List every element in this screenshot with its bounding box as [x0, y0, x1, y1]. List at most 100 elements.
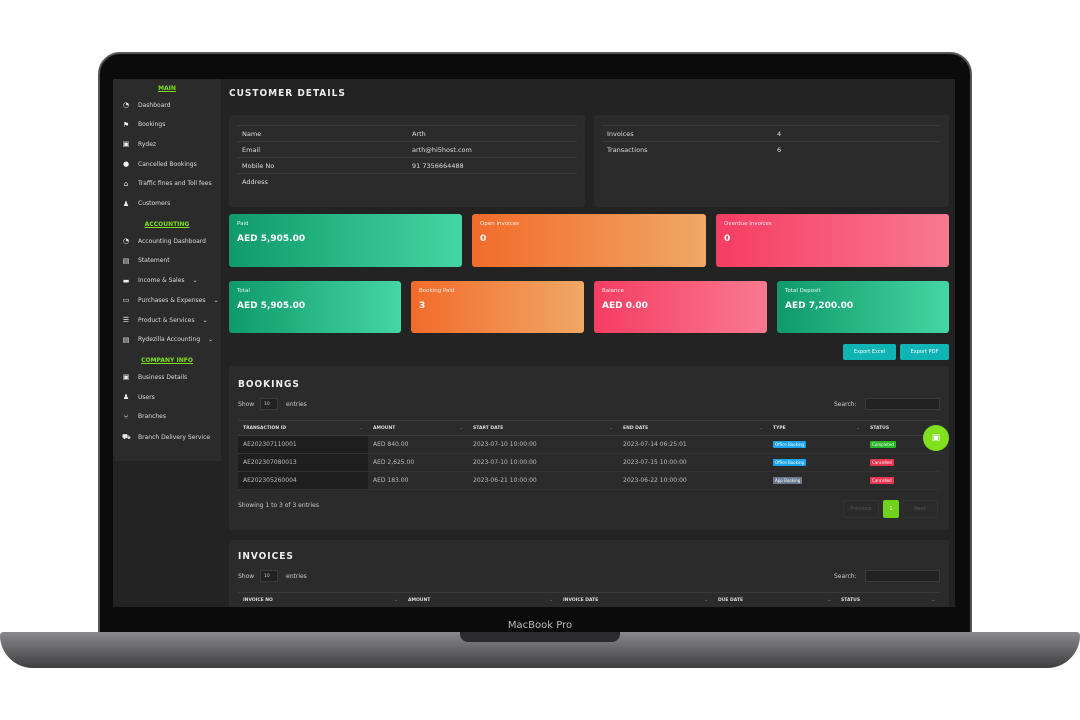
table-row[interactable]: AE202305260004 AED 183.00 2023-06-21 10:00… [238, 471, 940, 490]
info-row: Email arth@hi5host.com [237, 141, 577, 157]
stat-card-paid: Paid AED 5,905.00 [229, 214, 462, 267]
sidebar-item-rydez[interactable]: ▣ Rydez [122, 140, 156, 148]
bookings-search-input[interactable] [865, 398, 940, 410]
cell-amount: AED 840.00 [368, 435, 468, 454]
table-row[interactable]: AE202307110001 AED 840.00 2023-07-10 10:00… [238, 435, 940, 454]
stat-value: 0 [724, 234, 731, 244]
column-label: INVOICE NO [243, 597, 273, 603]
type-badge: Office Booking [773, 459, 807, 466]
info-label: Mobile No [242, 161, 275, 170]
entries-select[interactable]: 10 [260, 398, 278, 410]
column-header[interactable]: AMOUNT ⌄ [368, 420, 468, 436]
search-label: Search: [834, 573, 857, 580]
sidebar-item-bookings[interactable]: ⚑ Bookings [122, 121, 165, 129]
card-icon: ▬ [122, 276, 130, 285]
dashboard-icon: ◔ [122, 237, 130, 246]
column-header[interactable]: TYPE ⌄ [768, 420, 865, 436]
sort-icon: ⌄ [549, 597, 553, 603]
sort-icon: ⌄ [394, 597, 398, 603]
invoices-search-input[interactable] [865, 570, 940, 582]
column-label: STATUS [870, 425, 890, 431]
stat-label: Total [237, 288, 250, 294]
stat-value: AED 5,905.00 [237, 301, 306, 311]
sidebar-item-label: Statement [138, 257, 170, 265]
user-icon: ♟ [122, 199, 130, 208]
stat-value: 0 [480, 234, 487, 244]
info-label: Invoices [607, 129, 634, 138]
chat-icon[interactable]: ▣ [923, 425, 949, 451]
sidebar-item-users[interactable]: ♟ Users [122, 393, 155, 401]
sidebar-item-accounting-dashboard[interactable]: ◔ Accounting Dashboard [122, 237, 206, 245]
sidebar-item-business-details[interactable]: ▣ Business Details [122, 373, 187, 381]
stat-card-total: Total AED 5,905.00 [229, 281, 401, 333]
column-label: TYPE [773, 425, 786, 431]
sidebar-item-label: Business Details [138, 373, 188, 381]
bookings-title: BOOKINGS [238, 379, 300, 390]
entries-select[interactable]: 10 [260, 570, 278, 582]
sidebar-item-label: Accounting Dashboard [138, 237, 206, 245]
sidebar-item-branches[interactable]: ⑂ Branches [122, 413, 166, 421]
bookings-table: TRANSACTION ID ⌄ AMOUNT ⌄ START DATE ⌄ END DAT… [238, 420, 940, 490]
table-row[interactable]: AE202307080013 AED 2,625.00 2023-07-10 10:… [238, 453, 940, 472]
column-header[interactable]: DUE DATE ⌄ [713, 592, 836, 607]
column-header[interactable]: END DATE ⌄ [618, 420, 768, 436]
sidebar-item-purchases-expenses[interactable]: ▭ Purchases & Expenses ⌄ [122, 296, 219, 305]
sidebar-item-statement[interactable]: ▤ Statement [122, 257, 170, 265]
info-value: 4 [777, 129, 782, 138]
entries-label: entries [286, 573, 307, 580]
sidebar-item-customers[interactable]: ♟ Customers [122, 200, 170, 208]
money-icon: ▭ [122, 296, 130, 305]
column-header[interactable]: STATUS ⌄ [836, 592, 940, 607]
stat-card-open-invoices: Open Invoices 0 [472, 214, 706, 267]
stat-card-total-deposit: Total Deposit AED 7,200.00 [777, 281, 949, 333]
invoices-table: INVOICE NO ⌄ AMOUNT ⌄ INVOICE DATE ⌄ DUE DATE ⌄… [238, 592, 940, 607]
sidebar-section-title: MAIN [158, 85, 176, 92]
cell-amount: AED 183.00 [368, 471, 468, 490]
stat-value: AED 5,905.00 [237, 234, 306, 244]
sort-icon: ⌄ [359, 425, 363, 431]
column-header[interactable]: INVOICE NO ⌄ [238, 592, 403, 607]
stat-value: 3 [419, 301, 426, 311]
column-header[interactable]: INVOICE DATE ⌄ [558, 592, 713, 607]
show-label: Show [238, 401, 255, 408]
sidebar-item-traffic-fines-and-toll-fees[interactable]: ⌂ Traffic fines and Toll fees [122, 180, 212, 188]
column-header[interactable]: TRANSACTION ID ⌄ [238, 420, 368, 436]
export-excel-button[interactable]: Export Excel [843, 344, 896, 360]
sidebar-item-cancelled-bookings[interactable]: ● Cancelled Bookings [122, 160, 197, 168]
cell-amount: AED 2,625.00 [368, 453, 468, 472]
info-label: Email [242, 145, 261, 154]
sidebar-item-label: Bookings [138, 121, 166, 129]
app-screen: MAIN ◔ Dashboard ⚑ Bookings ▣ Rydez ● Cancelled … [113, 79, 955, 607]
sidebar-item-income-sales[interactable]: ▬ Income & Sales ⌄ [122, 277, 198, 285]
next-button[interactable]: Next [902, 500, 938, 518]
sidebar-item-label: Branches [138, 413, 166, 421]
stat-label: Open Invoices [480, 221, 519, 227]
sidebar-item-product-services[interactable]: ☰ Product & Services ⌄ [122, 316, 208, 324]
entries-label: entries [286, 401, 307, 408]
customer-info-card: Name Arth Email arth@hi5host.com Mobile No 91… [229, 115, 585, 207]
sidebar-item-rydezilla-accounting[interactable]: ▤ Rydezilla Accounting ⌄ [122, 336, 213, 344]
previous-button[interactable]: Previous [843, 500, 879, 518]
cell-start: 2023-06-21 10:00:00 [468, 471, 618, 490]
dashboard-icon: ◔ [122, 101, 130, 109]
sort-icon: ⌄ [759, 425, 763, 431]
cell-status: Cancelled [865, 453, 940, 472]
cell-end: 2023-06-22 10:00:00 [618, 471, 768, 490]
list-icon: ☰ [122, 316, 130, 324]
chevron-down-icon: ⌄ [192, 277, 198, 285]
export-pdf-button[interactable]: Export PDF [900, 344, 949, 360]
column-label: DUE DATE [718, 597, 744, 603]
stat-card-overdue-invoices: Overdue Invoices 0 [716, 214, 949, 267]
column-header[interactable]: AMOUNT ⌄ [403, 592, 558, 607]
sidebar-item-branch-delivery-service[interactable]: ⛟ Branch Delivery Service [122, 433, 210, 442]
sidebar-item-label: Rydezilla Accounting [138, 336, 201, 344]
sidebar-section-title: COMPANY INFO [141, 357, 193, 365]
sidebar-item-dashboard[interactable]: ◔ Dashboard [122, 101, 171, 109]
column-header[interactable]: START DATE ⌄ [468, 420, 618, 436]
search-label: Search: [834, 401, 857, 408]
column-label: AMOUNT [408, 597, 431, 603]
cell-type: Office Booking [768, 435, 865, 454]
cell-end: 2023-07-14 06:25:01 [618, 435, 768, 454]
cell-id: AE202307110001 [238, 435, 368, 454]
page-1-button[interactable]: 1 [883, 500, 899, 518]
